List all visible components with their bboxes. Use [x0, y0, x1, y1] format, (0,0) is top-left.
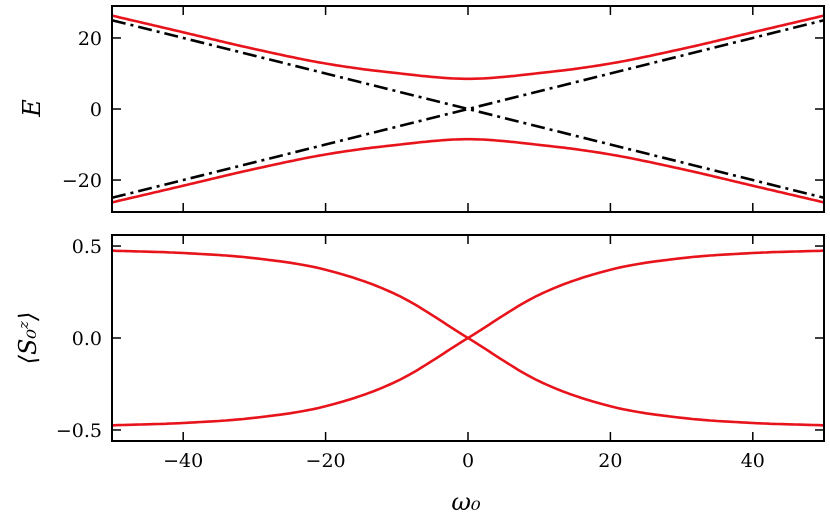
x-tick-label: −40	[163, 450, 203, 472]
y-tick-label: 0	[90, 99, 102, 121]
energy-panel: −20 0 20	[62, 5, 825, 213]
y-tick-label: −0.5	[56, 420, 102, 442]
x-tick-label: 20	[598, 450, 622, 472]
y-tick-label: −20	[62, 170, 102, 192]
x-tick-label: −20	[306, 450, 346, 472]
spin-panel: −40 −20 0 20 40 −0.5 0.0 0.5	[56, 234, 825, 472]
y-tick-label: 0.0	[72, 328, 102, 350]
y-tick-label: 0.5	[72, 236, 102, 258]
bottom-xlabel: ω₀	[451, 488, 481, 516]
plot-frame	[111, 5, 825, 213]
bottom-ylabel: ⟨S₀ᶻ⟩	[14, 312, 42, 365]
x-tick-label: 40	[741, 450, 765, 472]
y-tick-label: 20	[78, 28, 102, 50]
series-line-bottom-1	[111, 249, 825, 427]
series-line-top-1	[111, 137, 825, 204]
series-line-top-0	[111, 14, 825, 81]
x-tick-label: 0	[462, 450, 474, 472]
top-ylabel: E	[18, 99, 46, 118]
